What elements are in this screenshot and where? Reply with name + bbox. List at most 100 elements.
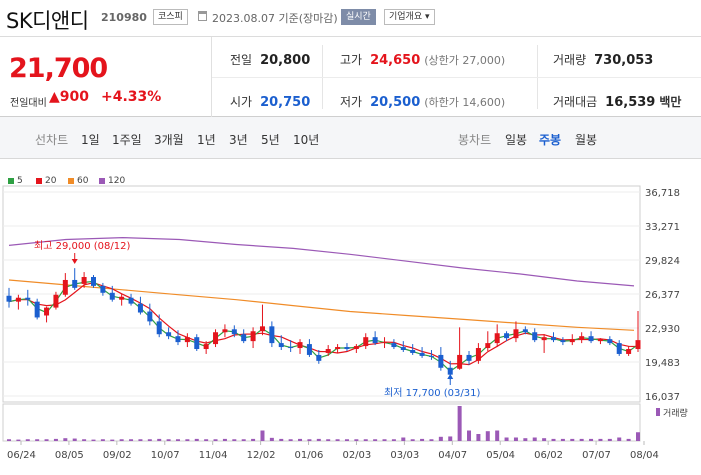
volume-bar [25,439,30,441]
candle-body [231,329,237,335]
candle-body [532,332,538,341]
volume-bar [589,438,594,441]
turnover: 거래대금 16,539 백만 [553,95,682,110]
volume-bar [72,438,77,441]
volume-bar [410,439,415,441]
volume-bar [354,439,359,441]
candle-body [447,367,453,375]
tab-10y[interactable]: 10년 [293,133,320,147]
y-tick-label: 16,037 [645,392,680,403]
volume-bar [420,438,425,441]
volume-bar [476,434,481,441]
tab-1w[interactable]: 1주일 [112,133,142,147]
candle-body [25,297,31,300]
legend-ma60: 60 [68,176,88,186]
price-box: 21,700 전일대비 ▲900 +4.33% [0,37,212,117]
calendar-icon [198,11,207,21]
candle-body [250,331,256,342]
volume-bar [429,439,434,441]
ma120-line [8,236,635,287]
tab-3m[interactable]: 3개월 [154,133,184,147]
x-tick-label: 04/07 [438,450,467,461]
candle-body [410,350,416,353]
tab-daily[interactable]: 일봉 [505,133,528,147]
x-tick-label: 06/24 [7,450,36,461]
candle-body [504,333,510,339]
candle-body [344,347,350,350]
volume-bar [382,439,387,441]
candle-body [44,307,50,316]
candle-body [457,354,463,369]
candle-body [551,337,557,341]
high-annotation: 최고 29,000 (08/12) [34,240,130,252]
company-info-dropdown[interactable]: 기업개요 ▾ [384,9,435,25]
candle-body [81,277,87,284]
candle-body [15,297,21,302]
stock-name: SK디앤디 [6,9,89,33]
candle-body [278,343,284,348]
tab-5y[interactable]: 5년 [261,133,280,147]
candle-body [419,352,425,356]
volume-bar [504,437,509,441]
x-tick-label: 11/04 [199,450,228,461]
candle-body [560,340,566,343]
candle-body [400,347,406,351]
y-tick-label: 36,718 [645,188,680,199]
candle-body [6,295,12,302]
candle-body [175,336,181,343]
candle-body [616,343,622,354]
candle-body [391,343,397,348]
volume-bar [391,439,396,441]
candle-body [297,342,303,349]
legend-ma5: 5 [8,176,23,186]
candle-body [259,326,265,332]
volume-bar [232,439,237,441]
volume-bar [626,438,631,441]
tab-1y[interactable]: 1년 [197,133,216,147]
open-price: 시가 20,750 [230,95,311,110]
volume-bar [119,439,124,441]
candle-body [288,347,294,349]
volume-frame [2,403,641,442]
volume-bar [100,439,105,441]
volume-bar [373,439,378,441]
candle-body [494,333,500,344]
y-tick-label: 19,483 [645,358,680,369]
volume-bar [16,439,21,441]
price-change-percent: +4.33% [101,89,162,105]
x-tick-label: 08/04 [630,450,659,461]
tab-monthly[interactable]: 월봉 [575,133,598,147]
volume: 거래량 730,053 [553,53,654,68]
volume-bar [260,430,265,441]
candle-body [588,336,594,342]
volume-bar [551,438,556,441]
candle-body [475,348,481,361]
day-low: 저가 20,500 (하한가 14,600) [340,95,506,110]
candle-body [541,337,547,341]
candle-body [325,349,331,353]
volume-bar [175,439,180,441]
volume-bar [288,439,293,441]
volume-bar [251,438,256,441]
price-change: ▲900 [49,89,89,105]
candle-body [428,355,434,357]
volume-bar [523,438,528,441]
volume-bar [579,438,584,441]
y-tick-label: 33,271 [645,222,680,233]
tab-weekly[interactable]: 주봉 [539,133,562,147]
realtime-button[interactable]: 실시간 [341,9,376,25]
candle-body [34,301,40,318]
candle-body [241,334,247,342]
volume-bar [279,438,284,441]
prev-close: 전일 20,800 [230,53,311,68]
low-arrow-head [447,374,454,379]
quote-panel: 21,700 전일대비 ▲900 +4.33% 전일 20,800 고가 24,65… [0,37,701,117]
candle-body [353,346,359,350]
volume-bar [157,438,162,441]
candle-body [597,339,603,342]
volume-bar [82,439,87,441]
tab-3y[interactable]: 3년 [229,133,248,147]
tab-1d[interactable]: 1일 [81,133,100,147]
volume-bar [513,437,518,441]
